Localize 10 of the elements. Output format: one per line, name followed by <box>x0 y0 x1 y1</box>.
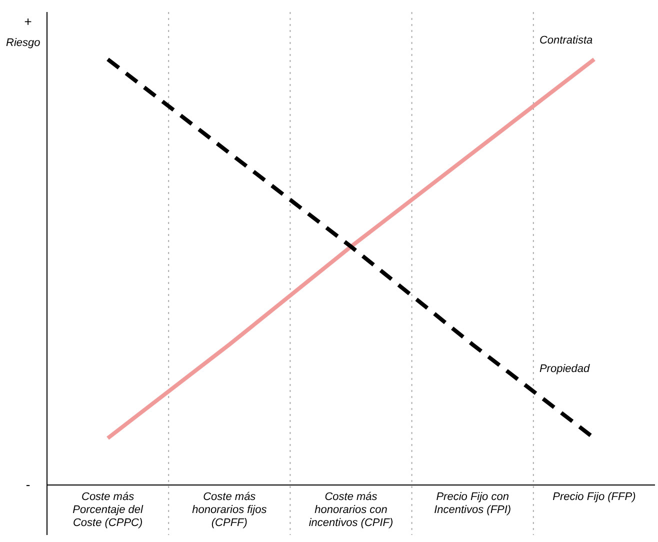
y-axis-title: Riesgo <box>6 37 40 49</box>
x-tick-label: Coste más Porcentaje del Coste (CPPC) <box>72 491 144 529</box>
series-label: Contratista <box>539 34 593 46</box>
series-label: Propiedad <box>539 363 591 376</box>
text: + <box>24 14 32 29</box>
x-tick-label: Precio Fijo con Incentivos (FPI) <box>434 491 512 516</box>
x-tick-label: Coste más honorarios fijos (CPFF) <box>192 491 268 529</box>
x-tick-label: Precio Fijo (FFP) <box>552 491 636 503</box>
text: - <box>26 477 30 492</box>
x-tick-label: Coste más honorarios con incentivos (CPIF) <box>308 491 394 529</box>
